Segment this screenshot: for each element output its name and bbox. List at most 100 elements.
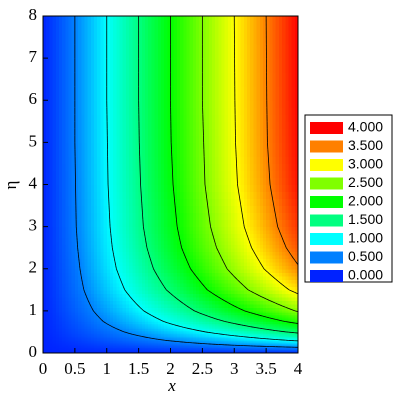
- field-cell: [81, 230, 86, 235]
- field-cell: [183, 336, 188, 339]
- field-cell: [46, 275, 50, 280]
- field-cell: [52, 343, 57, 346]
- field-cell: [211, 324, 216, 328]
- field-cell: [113, 289, 117, 294]
- field-cell: [221, 342, 226, 344]
- field-cell: [275, 226, 280, 231]
- field-cell: [78, 348, 82, 350]
- field-cell: [167, 326, 172, 330]
- field-cell: [119, 340, 124, 342]
- field-cell: [49, 321, 54, 324]
- field-cell: [81, 319, 86, 323]
- field-cell: [145, 348, 149, 350]
- field-cell: [132, 348, 137, 351]
- field-cell: [180, 344, 184, 346]
- field-cell: [186, 244, 191, 249]
- field-cell: [135, 314, 140, 317]
- field-cell: [90, 233, 95, 238]
- field-cell: [256, 310, 261, 314]
- field-cell: [196, 345, 200, 348]
- field-cell: [291, 338, 296, 341]
- field-cell: [262, 233, 267, 238]
- field-cell: [256, 349, 261, 351]
- field-cell: [259, 275, 264, 280]
- field-cell: [94, 240, 98, 245]
- field-cell: [160, 340, 165, 342]
- field-cell: [205, 300, 210, 305]
- field-cell: [94, 317, 98, 321]
- field-cell: [240, 328, 245, 331]
- field-cell: [46, 212, 50, 221]
- field-cell: [186, 251, 191, 256]
- field-cell: [81, 350, 86, 353]
- field-cell: [109, 254, 114, 259]
- field-cell: [211, 251, 216, 256]
- field-cell: [81, 337, 86, 340]
- field-cell: [84, 326, 89, 330]
- field-cell: [186, 254, 191, 259]
- field-cell: [269, 348, 274, 350]
- field-cell: [215, 348, 219, 350]
- field-cell: [218, 330, 223, 333]
- field-cell: [189, 348, 194, 350]
- field-cell: [135, 254, 140, 259]
- field-cell: [278, 233, 283, 238]
- field-cell: [266, 330, 270, 333]
- field-cell: [106, 349, 111, 351]
- field-cell: [262, 286, 267, 291]
- field-cell: [141, 272, 146, 277]
- field-cell: [243, 347, 248, 349]
- field-cell: [272, 350, 277, 353]
- field-cell: [183, 293, 188, 298]
- field-cell: [81, 261, 86, 266]
- field-cell: [211, 330, 216, 333]
- field-cell: [205, 330, 210, 333]
- field-cell: [68, 198, 73, 207]
- field-cell: [192, 350, 197, 353]
- field-cell: [119, 321, 124, 324]
- field-cell: [62, 321, 66, 324]
- field-cell: [285, 336, 290, 339]
- field-cell: [211, 323, 216, 326]
- field-cell: [97, 307, 101, 312]
- field-cell: [122, 351, 127, 353]
- field-cell: [154, 247, 159, 252]
- field-cell: [103, 272, 108, 277]
- field-cell: [291, 275, 296, 280]
- field-cell: [243, 265, 248, 270]
- field-cell: [231, 350, 235, 352]
- field-cell: [285, 333, 290, 336]
- field-cell: [87, 317, 92, 321]
- field-cell: [84, 342, 89, 344]
- field-cell: [129, 254, 133, 259]
- field-cell: [269, 272, 274, 277]
- field-cell: [116, 265, 121, 270]
- field-cell: [164, 303, 168, 308]
- field-cell: [84, 345, 89, 348]
- field-cell: [208, 279, 213, 284]
- field-cell: [49, 312, 54, 315]
- field-cell: [269, 312, 274, 315]
- field-cell: [81, 344, 86, 346]
- field-cell: [55, 191, 60, 200]
- field-cell: [275, 323, 280, 326]
- field-cell: [109, 351, 114, 353]
- field-cell: [250, 303, 254, 308]
- field-cell: [148, 289, 152, 294]
- field-cell: [291, 279, 296, 284]
- field-cell: [269, 331, 274, 334]
- field-cell: [199, 275, 203, 280]
- field-cell: [62, 275, 66, 280]
- field-cell: [282, 300, 286, 305]
- field-cell: [84, 340, 89, 342]
- field-cell: [94, 328, 98, 331]
- field-cell: [211, 314, 216, 317]
- field-cell: [43, 346, 47, 348]
- field-cell: [250, 350, 254, 353]
- field-cell: [132, 240, 137, 245]
- field-cell: [237, 230, 242, 235]
- field-cell: [221, 272, 226, 277]
- field-cell: [294, 258, 299, 263]
- field-cell: [240, 314, 245, 317]
- field-cell: [240, 300, 245, 305]
